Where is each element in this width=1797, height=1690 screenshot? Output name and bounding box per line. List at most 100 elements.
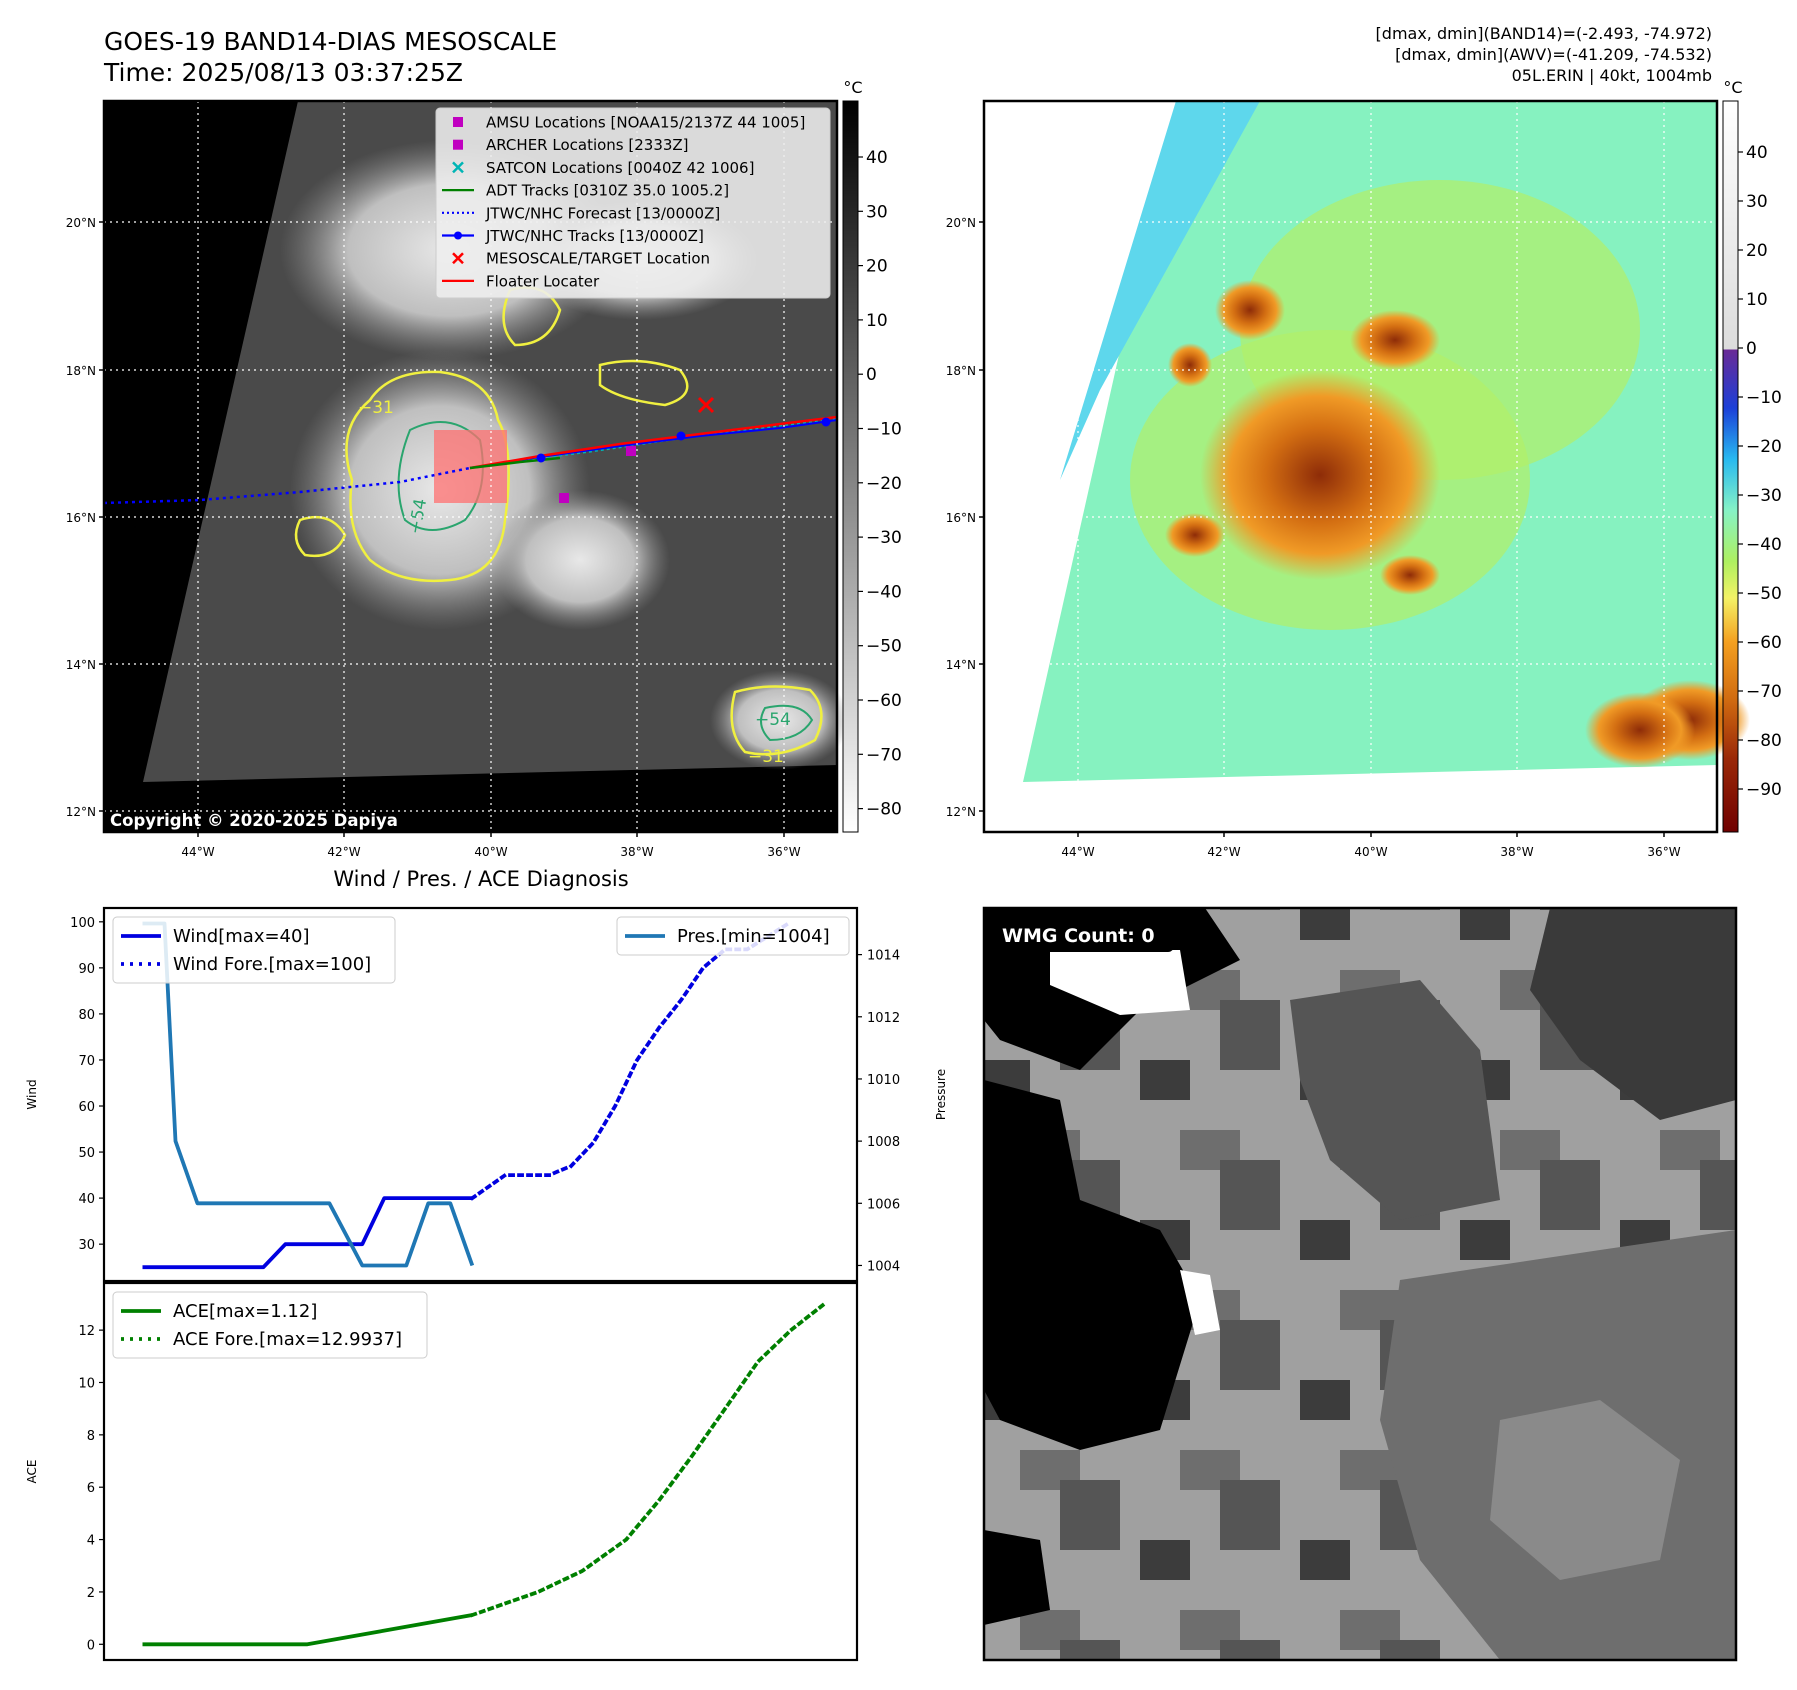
legend-marker-dot: [454, 231, 462, 240]
y-tick-label: 90: [78, 962, 95, 977]
y-tick-label: 100: [70, 916, 95, 931]
wmg-block: [984, 1530, 1050, 1625]
chart-legend-label: Wind[max=40]: [173, 926, 310, 947]
y2-tick-label: 1008: [867, 1135, 900, 1150]
lat-tick-label: 18°N: [946, 364, 976, 378]
wmg-block: [1530, 908, 1736, 1120]
ir-map-panel: −31 −54 −54 −31 AMSU Locations [NOAA15/2…: [66, 99, 850, 859]
chart-legend-label: Wind Fore.[max=100]: [173, 954, 371, 975]
colorbar-tick-label: −80: [866, 800, 902, 820]
figure-time: Time: 2025/08/13 03:37:25Z: [103, 58, 463, 87]
lon-tick-label: 40°W: [474, 845, 507, 859]
lon-tick-label: 36°W: [1647, 845, 1680, 859]
ir-map-ticks: 20°N 18°N 16°N 14°N 12°N 44°W 42°W 40°W 38°W 36°W: [66, 216, 801, 859]
floater-locator-box: [434, 430, 507, 503]
colorbar-tick-label: −80: [1746, 731, 1782, 751]
ir-colorbar-unit: °C: [843, 78, 862, 97]
awv-colorbar-ticks: 40 30 20 10 0 −10 −20 −30 −40 −50 −60 −70 −80 −90: [1738, 143, 1782, 800]
lon-tick-label: 38°W: [620, 845, 653, 859]
ir-colorbar: [842, 100, 859, 833]
legend-entry-label: MESOSCALE/TARGET Location: [486, 250, 710, 268]
legend-entry-label: JTWC/NHC Forecast [13/0000Z]: [485, 204, 720, 222]
series-line: [469, 1301, 827, 1618]
amsu-location: [559, 493, 569, 503]
chart-legend: Pres.[min=1004]: [616, 916, 850, 956]
awv-convection: [1168, 343, 1212, 387]
colorbar-tick-label: 20: [866, 257, 888, 277]
colorbar-tick-label: 40: [1746, 143, 1768, 163]
awv-convection: [1165, 513, 1225, 557]
y-tick-label: 8: [87, 1429, 95, 1444]
wmg-block: [1490, 1400, 1680, 1580]
floater-track: [469, 415, 838, 470]
awv-colorbar: [1722, 100, 1739, 833]
wmg-block: [1180, 1270, 1220, 1335]
ace-chart: 0 2 4 6 8 10 12 ACE ACE[max=1.12] ACE Fore.[max=1…: [25, 1281, 859, 1662]
chart-legend-label: ACE Fore.[max=12.9937]: [173, 1329, 402, 1350]
colorbar-tick-label: −10: [866, 420, 902, 440]
colorbar-tick-label: −40: [866, 582, 902, 602]
wmg-frame: [982, 906, 1738, 1662]
wmg-block: [1290, 980, 1500, 1220]
y2-tick-label: 1004: [867, 1259, 900, 1274]
ir-contour-31: [345, 370, 510, 583]
lat-tick-label: 12°N: [66, 805, 96, 819]
jtwc-track-point: [536, 453, 546, 463]
wmg-panel: WMG Count: 0: [982, 906, 1738, 1662]
colorbar-tick-label: 40: [866, 148, 888, 168]
legend-entry-label: Floater Locater: [486, 272, 600, 290]
info-storm: 05L.ERIN | 40kt, 1004mb: [1512, 66, 1712, 85]
ir-contour-54: [397, 421, 484, 531]
colorbar-tick-label: 30: [866, 202, 888, 222]
y-tick-label: 30: [78, 1238, 95, 1253]
awv-dry-region: [1060, 101, 1260, 480]
colorbar-tick-label: −10: [1746, 388, 1782, 408]
wind-pressure-chart: 30 40 50 60 70 80 90 100 1004 1006 1008 1010 1012 101…: [25, 906, 948, 1283]
lat-tick-label: 18°N: [66, 364, 96, 378]
colorbar-tick-label: 10: [1746, 290, 1768, 310]
lon-tick-label: 42°W: [1207, 845, 1240, 859]
lon-tick-label: 36°W: [767, 845, 800, 859]
lat-tick-label: 12°N: [946, 805, 976, 819]
colorbar-tick-label: −20: [1746, 437, 1782, 457]
ir-contour: [294, 515, 347, 558]
y2-axis-label: Pressure: [934, 1069, 948, 1120]
awv-gridlines: [984, 101, 1717, 832]
ir-cloud: [490, 490, 670, 630]
y-tick-label: 6: [87, 1481, 95, 1496]
y-tick-label: 80: [78, 1008, 95, 1023]
colorbar-tick-label: 0: [1746, 339, 1757, 359]
awv-map-panel: 20°N 18°N 16°N 14°N 12°N 44°W 42°W 40°W 38°W 36°W: [946, 99, 1750, 859]
y2-tick-label: 1012: [867, 1011, 900, 1026]
legend-entry-label: ADT Tracks [0310Z 35.0 1005.2]: [486, 182, 729, 200]
lon-tick-label: 38°W: [1500, 845, 1533, 859]
colorbar-tick-label: −70: [866, 745, 902, 765]
y-tick-label: 12: [78, 1324, 95, 1339]
lat-tick-label: 20°N: [946, 216, 976, 230]
lat-tick-label: 16°N: [66, 511, 96, 525]
ir-legend-items: AMSU Locations [NOAA15/2137Z 44 1005] ARC…: [442, 114, 805, 290]
lon-tick-label: 40°W: [1354, 845, 1387, 859]
colorbar-tick-label: 20: [1746, 241, 1768, 261]
lat-tick-label: 20°N: [66, 216, 96, 230]
legend-marker: [453, 139, 463, 150]
colorbar-tick-label: −40: [1746, 535, 1782, 555]
lat-tick-label: 16°N: [946, 511, 976, 525]
info-awv: [dmax, dmin](AWV)=(-41.209, -74.532): [1395, 45, 1712, 64]
mesoscale-target-marker: [697, 396, 715, 414]
colorbar-tick-label: −90: [1746, 780, 1782, 800]
awv-convection: [1215, 280, 1285, 340]
awv-convection: [1380, 555, 1440, 595]
colorbar-tick-label: −20: [866, 474, 902, 494]
y-tick-label: 60: [78, 1100, 95, 1115]
y-tick-label: 2: [87, 1586, 95, 1601]
awv-map-ticks: 20°N 18°N 16°N 14°N 12°N 44°W 42°W 40°W 38°W 36°W: [946, 216, 1681, 859]
info-band14: [dmax, dmin](BAND14)=(-2.493, -74.972): [1376, 24, 1712, 43]
colorbar-tick-label: −60: [866, 691, 902, 711]
chart-legend-label: Pres.[min=1004]: [677, 926, 830, 947]
legend-entry-label: AMSU Locations [NOAA15/2137Z 44 1005]: [486, 114, 805, 132]
awv-storm-core: [1200, 370, 1440, 580]
lat-tick-label: 14°N: [946, 658, 976, 672]
awv-colorbar-unit: °C: [1723, 78, 1742, 97]
copyright-text: Copyright © 2020-2025 Dapiya: [110, 811, 398, 830]
